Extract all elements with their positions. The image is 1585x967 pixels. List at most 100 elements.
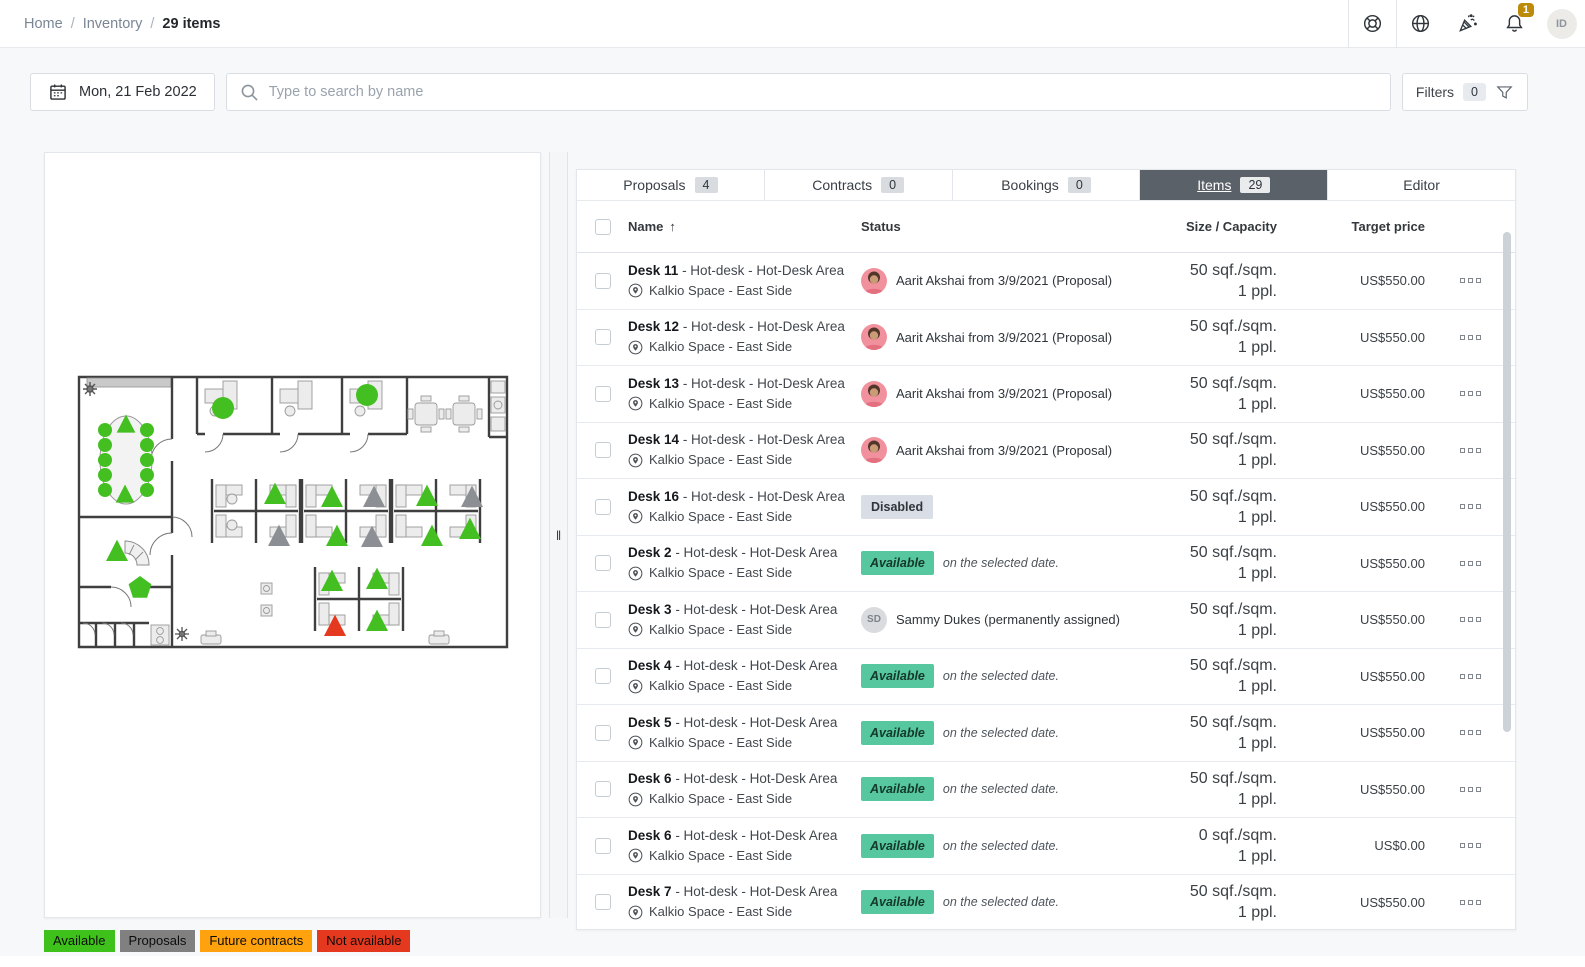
desk-marker-available[interactable] <box>420 524 443 546</box>
desk-marker-available[interactable] <box>139 423 154 437</box>
tab-items[interactable]: Items 29 <box>1140 170 1329 200</box>
desk-marker-available[interactable] <box>97 438 112 452</box>
breadcrumb-inventory[interactable]: Inventory <box>82 15 143 32</box>
desk-marker-proposal[interactable] <box>267 524 290 546</box>
user-menu-button[interactable]: ID <box>1538 0 1585 48</box>
status-cell: Aarit Akshai from 3/9/2021 (Proposal) <box>852 324 1137 351</box>
row-menu-button[interactable] <box>1425 786 1515 792</box>
row-menu-button[interactable] <box>1425 278 1515 284</box>
status-text: Sammy Dukes (permanently assigned) <box>896 612 1120 628</box>
table-row: Desk 13 - Hot-desk - Hot-Desk Area Kalki… <box>577 366 1515 423</box>
row-checkbox[interactable] <box>595 894 611 911</box>
filters-label: Filters <box>1415 84 1455 100</box>
printer <box>200 630 449 645</box>
desk-marker-available[interactable] <box>139 468 154 482</box>
item-name-cell: Desk 6 - Hot-desk - Hot-Desk Area Kalkio… <box>628 827 838 863</box>
tab-label: Proposals <box>623 177 686 193</box>
row-checkbox[interactable] <box>595 498 611 515</box>
desk-marker-proposal[interactable] <box>360 525 383 547</box>
desk-marker-available[interactable] <box>415 484 438 506</box>
column-header-name[interactable]: Name ↑ <box>628 219 676 234</box>
item-name-cell: Desk 11 - Hot-desk - Hot-Desk Area Kalki… <box>628 262 845 298</box>
status-text: Aarit Akshai from 3/9/2021 (Proposal) <box>896 442 1113 458</box>
row-checkbox[interactable] <box>595 272 611 289</box>
desk-marker-available[interactable] <box>458 517 481 539</box>
table-row: Desk 4 - Hot-desk - Hot-Desk Area Kalkio… <box>577 649 1515 705</box>
desk-marker-available[interactable] <box>365 609 388 631</box>
search-input[interactable] <box>268 84 1377 100</box>
floorplan[interactable] <box>77 375 509 651</box>
status-text: Aarit Akshai from 3/9/2021 (Proposal) <box>896 329 1113 345</box>
desk-marker-not_available[interactable] <box>323 614 346 636</box>
row-checkbox[interactable] <box>595 555 611 572</box>
user-avatar[interactable]: ID <box>1546 8 1577 39</box>
row-menu-button[interactable] <box>1425 673 1515 679</box>
desk-marker-available[interactable] <box>139 453 154 467</box>
breadcrumb-separator: / <box>70 15 75 32</box>
desk-marker-available[interactable] <box>263 482 286 504</box>
row-menu-button[interactable] <box>1425 899 1515 905</box>
desk-marker-available[interactable] <box>325 524 348 546</box>
whats-new-button[interactable] <box>1444 0 1491 48</box>
table-row: Desk 3 - Hot-desk - Hot-Desk Area Kalkio… <box>577 592 1515 649</box>
status-cell: Available on the selected date. <box>852 551 1137 576</box>
row-checkbox[interactable] <box>595 668 611 685</box>
row-checkbox[interactable] <box>595 329 611 346</box>
location-pin-icon <box>628 735 643 750</box>
desk-marker-available[interactable] <box>116 414 135 433</box>
kitchen-fixtures <box>490 380 505 432</box>
row-menu-button[interactable] <box>1425 560 1515 566</box>
row-menu-button[interactable] <box>1425 504 1515 510</box>
date-picker-button[interactable]: Mon, 21 Feb 2022 <box>30 73 215 111</box>
tab-proposals[interactable]: Proposals 4 <box>577 170 765 200</box>
desk-marker-available[interactable] <box>97 423 112 437</box>
table-row: Desk 16 - Hot-desk - Hot-Desk Area Kalki… <box>577 479 1515 536</box>
help-button[interactable] <box>1349 0 1396 48</box>
row-menu-button[interactable] <box>1425 391 1515 397</box>
filters-button[interactable]: Filters 0 <box>1401 73 1528 111</box>
desk-marker-available[interactable] <box>139 483 154 497</box>
desk-marker-available[interactable] <box>115 484 134 503</box>
panel-resize-handle[interactable]: ‖ <box>549 152 568 918</box>
breadcrumb-home[interactable]: Home <box>24 15 63 32</box>
desk-marker-available[interactable] <box>97 453 112 467</box>
row-menu-button[interactable] <box>1425 334 1515 340</box>
item-name-cell: Desk 5 - Hot-desk - Hot-Desk Area Kalkio… <box>628 714 838 750</box>
target-price-cell: US$550.00 <box>1359 273 1425 289</box>
row-checkbox[interactable] <box>595 724 611 741</box>
row-menu-button[interactable] <box>1425 447 1515 453</box>
desk-marker-available[interactable] <box>365 567 388 589</box>
desk-marker-available[interactable] <box>97 468 112 482</box>
desk-marker-available[interactable] <box>211 397 234 419</box>
desk-marker-available[interactable] <box>97 483 112 497</box>
select-all-checkbox[interactable] <box>595 218 611 235</box>
desk-marker-available[interactable] <box>320 485 343 507</box>
tab-contracts[interactable]: Contracts 0 <box>764 170 953 200</box>
row-checkbox[interactable] <box>595 442 611 459</box>
row-menu-button[interactable] <box>1425 730 1515 736</box>
item-name-cell: Desk 14 - Hot-desk - Hot-Desk Area Kalki… <box>628 432 845 468</box>
tab-editor[interactable]: Editor <box>1328 170 1515 200</box>
tab-bookings[interactable]: Bookings 0 <box>952 170 1141 200</box>
desk-marker-available[interactable] <box>128 576 151 598</box>
row-menu-button[interactable] <box>1425 843 1515 849</box>
desk-marker-proposal[interactable] <box>362 485 385 507</box>
location-pin-icon <box>628 509 643 524</box>
item-name-cell: Desk 13 - Hot-desk - Hot-Desk Area Kalki… <box>628 375 845 411</box>
desk-marker-available[interactable] <box>139 438 154 452</box>
vertical-scrollbar-thumb[interactable] <box>1503 232 1511 732</box>
desk-marker-available[interactable] <box>320 569 343 591</box>
row-checkbox[interactable] <box>595 385 611 402</box>
language-button[interactable] <box>1397 0 1444 48</box>
desk-marker-available[interactable] <box>355 384 378 406</box>
table-row: Desk 7 - Hot-desk - Hot-Desk Area Kalkio… <box>577 875 1515 930</box>
desk-marker-available[interactable] <box>105 539 128 561</box>
row-menu-button[interactable] <box>1425 617 1515 623</box>
target-price-cell: US$550.00 <box>1359 668 1425 684</box>
notifications-button[interactable]: 1 <box>1491 0 1538 48</box>
status-avatar-photo <box>861 324 887 351</box>
row-checkbox[interactable] <box>595 611 611 628</box>
desk-marker-proposal[interactable] <box>460 485 483 507</box>
row-checkbox[interactable] <box>595 781 611 798</box>
row-checkbox[interactable] <box>595 837 611 854</box>
